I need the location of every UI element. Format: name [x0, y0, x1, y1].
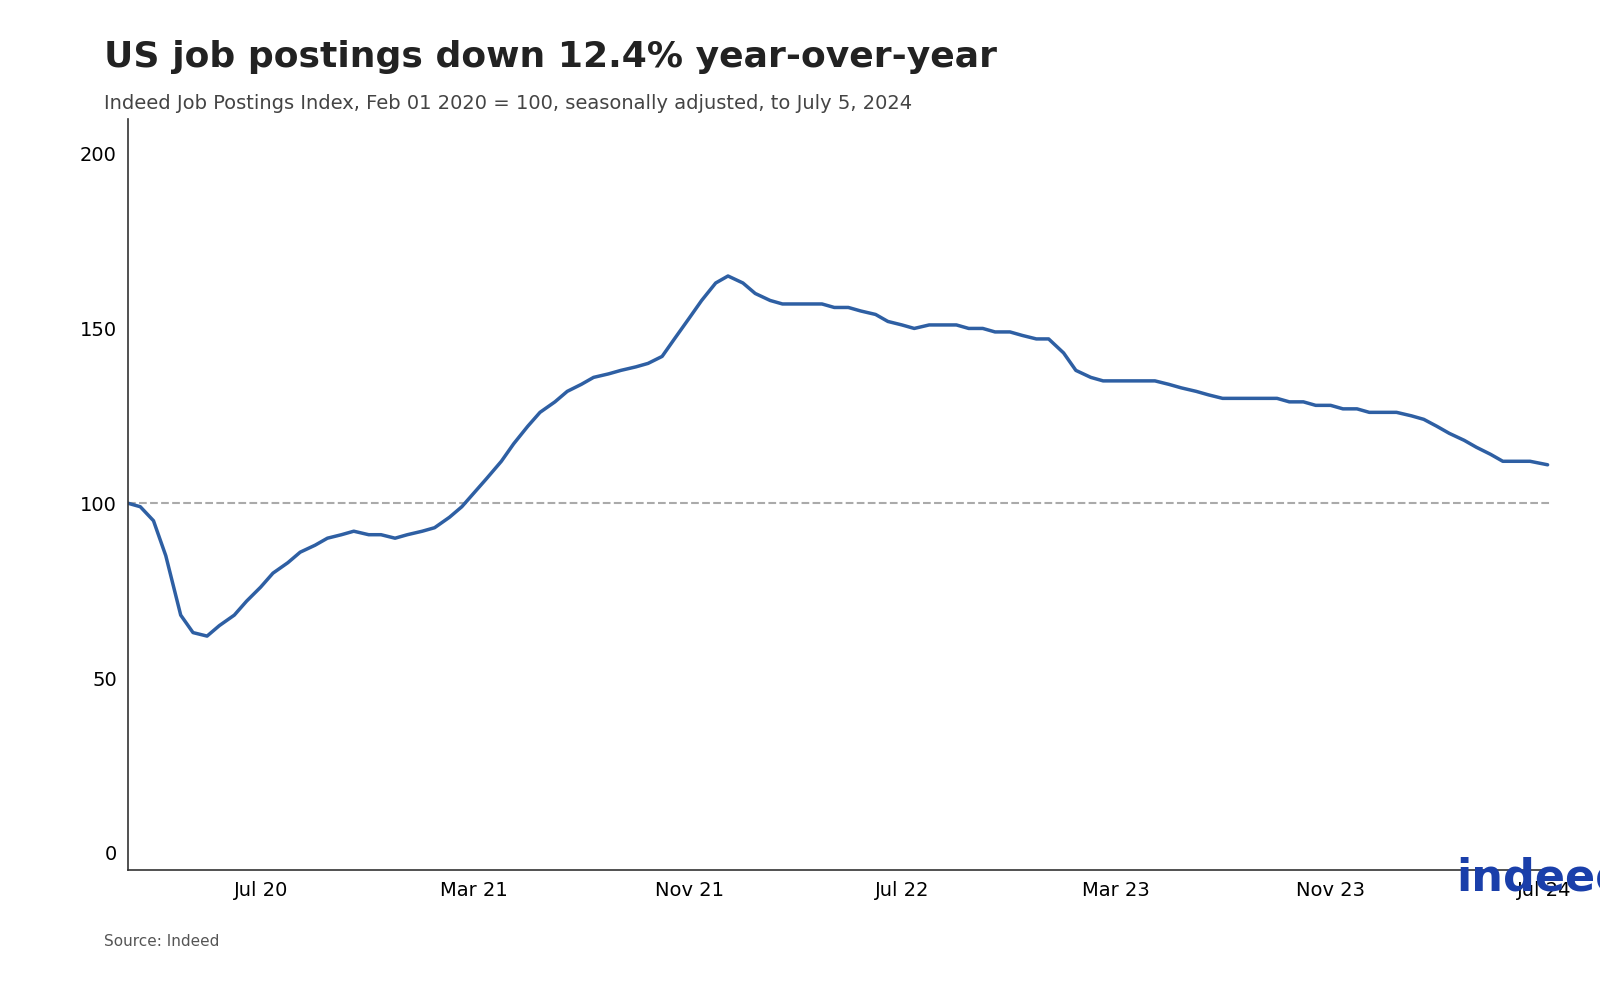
- Text: Indeed Job Postings Index, Feb 01 2020 = 100, seasonally adjusted, to July 5, 20: Indeed Job Postings Index, Feb 01 2020 =…: [104, 94, 912, 113]
- Text: Source: Indeed: Source: Indeed: [104, 935, 219, 949]
- Text: indeed: indeed: [1456, 857, 1600, 900]
- Text: US job postings down 12.4% year-over-year: US job postings down 12.4% year-over-yea…: [104, 40, 997, 73]
